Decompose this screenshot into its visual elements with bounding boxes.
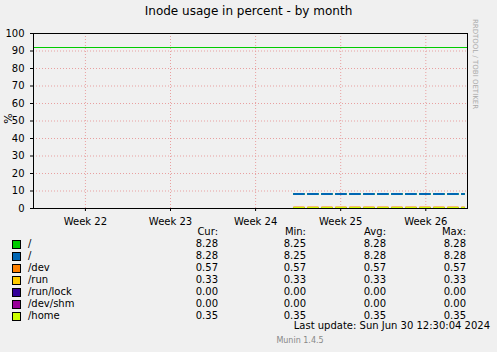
html-text:8.28: 8.28 [363,250,386,261]
html-text:0.00: 0.00 [283,298,306,309]
html-text:Cur:: Cur: [197,226,218,237]
html-text:0.33: 0.33 [195,274,218,285]
html-text:0.33: 0.33 [443,274,466,285]
svg-text:10: 10 [12,185,25,196]
html-text:/run/lock: /run/lock [28,286,72,297]
html-text:/run: /run [28,274,49,285]
svg-text:Week 25: Week 25 [319,216,362,225]
html-text:RRDTOOL / TOBI OETIKER: RRDTOOL / TOBI OETIKER [471,18,480,110]
svg-text:30: 30 [12,150,25,161]
html-text:0.57: 0.57 [443,262,466,273]
html-text:0.35: 0.35 [195,310,218,321]
svg-text:Week 26: Week 26 [404,216,447,225]
html-text:0.33: 0.33 [363,274,386,285]
html-text:0.00: 0.00 [363,298,386,309]
html-text:Last update: Sun Jun 30 12:30:: Last update: Sun Jun 30 12:30:04 2024 [293,320,490,331]
html-text:/dev/shm: /dev/shm [28,298,75,309]
html-text:/dev: /dev [28,262,50,273]
html-text:0.35: 0.35 [363,310,386,321]
svg-text:Week 22: Week 22 [64,216,107,225]
html-text:Max:: Max: [442,226,466,237]
html-text:0.00: 0.00 [195,298,218,309]
html-text:0.00: 0.00 [443,298,466,309]
html-text:0.00: 0.00 [195,286,218,297]
svg-text:0: 0 [18,203,24,214]
svg-text:20: 20 [12,168,25,179]
svg-text:Week 24: Week 24 [234,216,277,225]
html-text:8.28: 8.28 [195,250,218,261]
svg-text:60: 60 [12,98,25,109]
svg-text:100: 100 [5,28,24,39]
html-text:8.28: 8.28 [443,238,466,249]
svg-text:Week 23: Week 23 [149,216,192,225]
html-text:8.28: 8.28 [195,238,218,249]
svg-text:90: 90 [12,45,25,56]
html-text:0.00: 0.00 [283,286,306,297]
html-text:8.25: 8.25 [283,250,306,261]
svg-text:70: 70 [12,80,25,91]
html-text:8.28: 8.28 [363,238,386,249]
html-text:0.57: 0.57 [363,262,386,273]
html-text:0.57: 0.57 [195,262,218,273]
html-text:0.33: 0.33 [283,274,306,285]
html-text:Munin 1.4.5: Munin 1.4.5 [276,336,324,345]
svg-text:40: 40 [12,133,25,144]
html-text:Inode usage in percent - by mo: Inode usage in percent - by month [144,4,353,18]
html-text:/home: /home [28,310,60,321]
html-text:Avg:: Avg: [364,226,386,237]
html-text:0.00: 0.00 [363,286,386,297]
html-text:0.57: 0.57 [283,262,306,273]
html-text:0.35: 0.35 [283,310,306,321]
html-text:0.00: 0.00 [443,286,466,297]
html-text:8.25: 8.25 [283,238,306,249]
svg-text:80: 80 [12,63,25,74]
html-text:0.35: 0.35 [443,310,466,321]
html-text:8.28: 8.28 [443,250,466,261]
html-text:Min:: Min: [284,226,306,237]
svg-text:50: 50 [11,115,25,127]
